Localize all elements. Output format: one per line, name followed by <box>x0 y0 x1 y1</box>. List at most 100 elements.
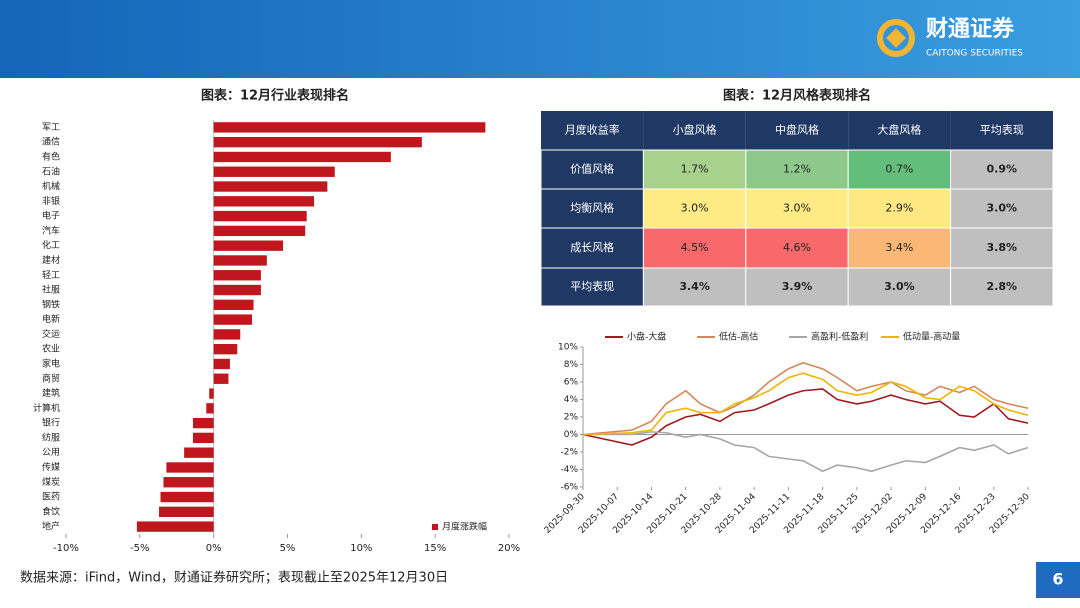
bar <box>213 166 335 177</box>
table-cell <box>642 227 747 269</box>
y-tick-label: 10% <box>558 343 578 353</box>
brand: 财通证券 <box>926 16 1015 42</box>
category-label: 非银 <box>42 195 60 207</box>
table-header-cell <box>848 111 951 150</box>
category-label: 商贸 <box>42 372 60 384</box>
bar <box>213 373 229 384</box>
table-cell <box>847 227 952 269</box>
page-box <box>1036 562 1080 598</box>
y-tick-label: -4% <box>560 465 578 475</box>
table-text: 成长风格 <box>570 240 614 254</box>
brand-en: CAITONG SECURITIES <box>926 49 1023 59</box>
bar <box>213 255 267 266</box>
category-label: 化工 <box>42 239 60 251</box>
table-cell <box>540 267 644 307</box>
page-number: 6 <box>1052 570 1063 589</box>
table-header: 中盘风格 <box>775 123 819 137</box>
table-header-cell <box>745 111 849 150</box>
legend-label: 月度涨跌幅 <box>442 521 487 533</box>
x-tick-label: 0% <box>206 543 222 554</box>
category-label: 通信 <box>42 136 60 148</box>
category-label: 计算机 <box>33 402 60 414</box>
category-label: 交运 <box>42 328 60 340</box>
bar <box>160 491 214 503</box>
table-text: 0.7% <box>885 163 913 176</box>
category-label: 轻工 <box>42 269 60 281</box>
series-line <box>582 361 1029 436</box>
table-header: 平均表现 <box>980 123 1024 137</box>
bar <box>213 358 230 370</box>
legend-label: 低估-高估 <box>719 331 758 343</box>
legend-label: 高盈利-低盈利 <box>811 331 868 343</box>
table-text: 3.0% <box>987 202 1018 215</box>
bar <box>213 344 238 355</box>
table-cell <box>847 267 952 307</box>
y-tick-label: -2% <box>560 448 578 458</box>
y-tick-label: 4% <box>564 395 579 405</box>
bar <box>184 447 214 458</box>
table-header-cell <box>541 111 644 150</box>
series-line <box>582 388 1029 446</box>
table-text: 3.4% <box>885 241 913 254</box>
table-header: 小盘风格 <box>673 123 717 137</box>
bar <box>213 196 315 207</box>
legend-label: 小盘-大盘 <box>627 331 666 343</box>
category-label: 机械 <box>42 180 60 192</box>
bar <box>213 284 261 296</box>
series-line <box>582 372 1029 436</box>
table-text: 1.7% <box>681 163 709 176</box>
table-header-cell <box>950 111 1053 150</box>
category-label: 农业 <box>42 343 60 355</box>
table-header: 大盘风格 <box>877 123 921 137</box>
category-label: 建材 <box>42 254 60 266</box>
category-label: 地产 <box>42 520 60 532</box>
bar <box>213 329 241 340</box>
y-tick-label: -6% <box>560 483 578 493</box>
table-text: 3.0% <box>681 202 709 215</box>
y-tick-label: 0% <box>564 430 579 440</box>
table-text: 3.0% <box>783 202 811 215</box>
table-text: 4.5% <box>681 241 709 254</box>
bar <box>213 122 486 133</box>
table-text: 价值风格 <box>570 162 614 176</box>
category-label: 传媒 <box>42 461 60 473</box>
category-label: 社服 <box>42 284 60 296</box>
y-tick-label: 2% <box>564 413 579 423</box>
series-line <box>583 431 1029 473</box>
y-tick-label: 8% <box>564 360 579 370</box>
category-label: 纺服 <box>42 431 60 443</box>
category-label: 有色 <box>42 150 60 162</box>
table-text: 3.8% <box>987 241 1018 254</box>
chart-title: 图表：12月行业表现排名 <box>201 88 349 104</box>
table-cell <box>950 227 1054 269</box>
bar <box>163 477 214 488</box>
header-band <box>0 0 1080 78</box>
category-label: 银行 <box>42 417 60 429</box>
table-text: 均衡风格 <box>570 201 614 215</box>
table-cell <box>642 267 747 307</box>
bar <box>213 299 254 310</box>
table-text: 0.9% <box>987 163 1018 176</box>
category-label: 医药 <box>42 492 60 503</box>
table-cell <box>745 149 849 190</box>
table-cell <box>847 149 952 190</box>
category-label: 公用 <box>42 447 60 458</box>
y-tick-label: 6% <box>564 378 579 388</box>
category-label: 汽车 <box>42 224 60 236</box>
bar <box>192 432 214 444</box>
table-text: 3.9% <box>782 280 813 293</box>
bar <box>159 506 214 517</box>
bar <box>192 417 214 429</box>
bar <box>213 151 391 163</box>
category-label: 石油 <box>42 165 60 177</box>
bar <box>213 314 253 325</box>
table-cell <box>950 267 1054 307</box>
bar <box>213 137 422 148</box>
table-header-cell <box>643 111 746 150</box>
table-cell <box>745 188 849 229</box>
category-label: 钢铁 <box>42 298 60 310</box>
category-label: 食饮 <box>42 505 60 517</box>
table-text: 4.6% <box>783 241 811 254</box>
table-text: 1.2% <box>783 163 811 176</box>
